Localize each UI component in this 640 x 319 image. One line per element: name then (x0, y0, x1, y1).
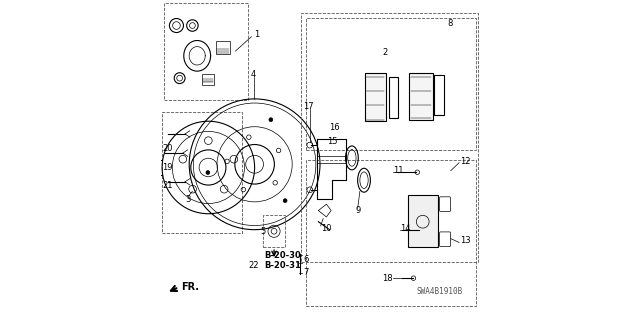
Bar (434, 75, 444, 115)
Text: 22: 22 (249, 261, 259, 270)
Text: 18: 18 (382, 274, 393, 283)
Bar (408, 195, 438, 247)
Bar (365, 73, 387, 121)
Text: 3: 3 (185, 195, 190, 204)
Text: 4: 4 (251, 70, 256, 79)
Bar (164, 3, 248, 100)
Text: 11: 11 (393, 166, 403, 175)
Bar (388, 77, 398, 118)
Text: 15: 15 (327, 137, 337, 146)
Bar (263, 215, 285, 247)
Circle shape (206, 171, 210, 174)
Text: 13: 13 (460, 236, 470, 245)
Circle shape (284, 199, 287, 203)
Bar (306, 18, 476, 150)
Bar (306, 160, 476, 306)
Text: 9: 9 (355, 206, 360, 215)
Text: SWA4B1910B: SWA4B1910B (417, 287, 463, 296)
Text: 7: 7 (303, 268, 308, 277)
Text: 10: 10 (321, 224, 331, 233)
Text: 12: 12 (460, 157, 470, 166)
Text: 5: 5 (260, 227, 265, 236)
Text: 8: 8 (447, 19, 453, 28)
Text: FR.: FR. (181, 282, 199, 292)
Bar (410, 73, 433, 120)
Text: 21: 21 (162, 181, 173, 189)
Text: 1: 1 (254, 30, 259, 39)
Bar (202, 74, 214, 85)
Text: 16: 16 (329, 123, 340, 132)
Text: B-20-31: B-20-31 (264, 261, 301, 270)
Circle shape (269, 118, 273, 122)
Text: 14: 14 (401, 224, 411, 233)
Bar (301, 13, 478, 262)
Text: 17: 17 (303, 102, 314, 111)
Text: 6: 6 (303, 256, 308, 264)
Text: 19: 19 (162, 163, 173, 172)
Text: 20: 20 (162, 144, 173, 153)
Bar (162, 112, 242, 233)
Bar (216, 41, 230, 54)
Text: 2: 2 (383, 48, 388, 57)
Text: B-20-30: B-20-30 (264, 251, 301, 260)
